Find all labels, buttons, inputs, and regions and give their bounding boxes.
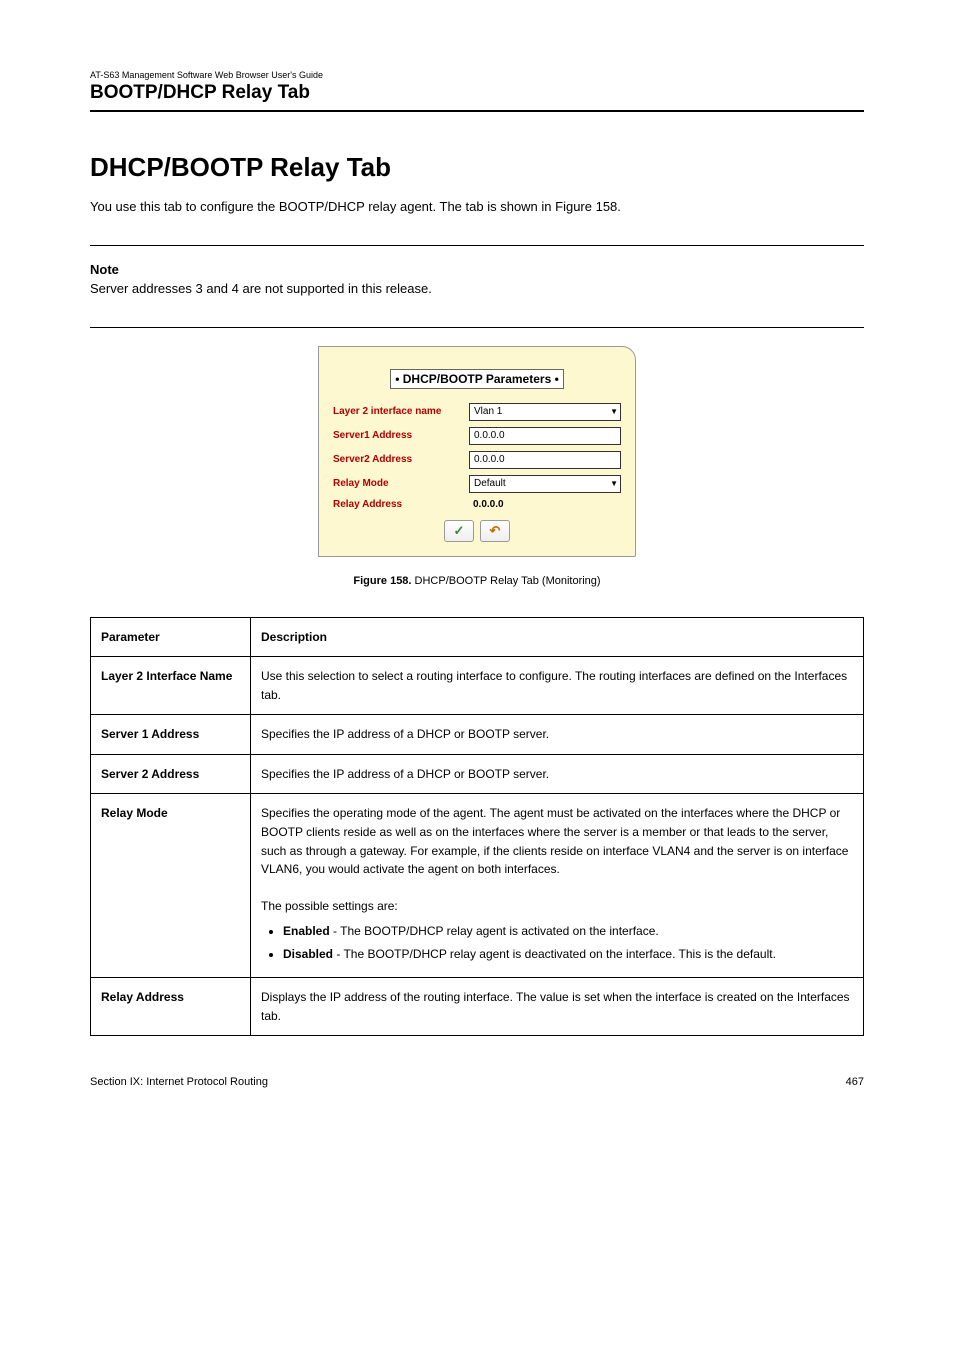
select-value: Vlan 1 bbox=[474, 406, 502, 417]
undo-button[interactable]: ↶ bbox=[480, 520, 510, 542]
button-row: ✓ ↶ bbox=[333, 520, 621, 542]
form-row: Relay Address0.0.0.0 bbox=[333, 499, 621, 510]
form-input[interactable]: 0.0.0.0 bbox=[469, 451, 621, 469]
form-row: Layer 2 interface name Vlan 1 ▼ bbox=[333, 403, 621, 421]
page-footer: Section IX: Internet Protocol Routing 46… bbox=[90, 1076, 864, 1088]
form-label: Relay Mode bbox=[333, 478, 469, 489]
chevron-down-icon: ▼ bbox=[610, 407, 618, 416]
form-input[interactable]: 0.0.0.0 bbox=[469, 427, 621, 445]
footer-right: 467 bbox=[846, 1076, 864, 1088]
ok-button[interactable]: ✓ bbox=[444, 520, 474, 542]
form-row: Relay Mode Default ▼ bbox=[333, 475, 621, 493]
param-cell: Layer 2 Interface Name bbox=[91, 657, 251, 715]
parameter-table: Parameter Description Layer 2 Interface … bbox=[90, 617, 864, 1037]
param-cell: Server 1 Address bbox=[91, 715, 251, 755]
section-heading: DHCP/BOOTP Relay Tab bbox=[90, 152, 864, 183]
form-select[interactable]: Vlan 1 ▼ bbox=[469, 403, 621, 421]
figure-number: Figure 158. bbox=[353, 575, 411, 587]
table-row: Relay AddressDisplays the IP address of … bbox=[91, 978, 864, 1036]
form-label: Server1 Address bbox=[333, 430, 469, 441]
figure-caption-text: DHCP/BOOTP Relay Tab (Monitoring) bbox=[411, 575, 600, 587]
table-row: Server 1 AddressSpecifies the IP address… bbox=[91, 715, 864, 755]
form-label: Layer 2 interface name bbox=[333, 406, 469, 417]
intro-paragraph: You use this tab to configure the BOOTP/… bbox=[90, 197, 864, 217]
list-item: Enabled - The BOOTP/DHCP relay agent is … bbox=[283, 922, 853, 941]
param-cell: Relay Address bbox=[91, 978, 251, 1036]
form-row: Server1 Address0.0.0.0 bbox=[333, 427, 621, 445]
form-rows: Layer 2 interface name Vlan 1 ▼ Server1 Add… bbox=[333, 403, 621, 510]
note-bottom-divider bbox=[90, 327, 864, 328]
context-line: AT-S63 Management Software Web Browser U… bbox=[90, 70, 864, 80]
page-title: BOOTP/DHCP Relay Tab bbox=[90, 82, 864, 104]
list-item: Disabled - The BOOTP/DHCP relay agent is… bbox=[283, 945, 853, 964]
undo-icon: ↶ bbox=[490, 523, 501, 539]
note-text: NoteServer addresses 3 and 4 are not sup… bbox=[90, 260, 864, 299]
table-row: Server 2 AddressSpecifies the IP address… bbox=[91, 754, 864, 794]
header-rule bbox=[90, 110, 864, 112]
dhcp-bootp-widget: • DHCP/BOOTP Parameters • Layer 2 interf… bbox=[318, 346, 636, 557]
desc-cell: Specifies the IP address of a DHCP or BO… bbox=[251, 715, 864, 755]
select-value: Default bbox=[474, 478, 506, 489]
col-header-parameter: Parameter bbox=[91, 617, 251, 657]
form-label: Server2 Address bbox=[333, 454, 469, 465]
table-row: Layer 2 Interface NameUse this selection… bbox=[91, 657, 864, 715]
table-row: Relay ModeSpecifies the operating mode o… bbox=[91, 794, 864, 978]
param-cell: Relay Mode bbox=[91, 794, 251, 978]
static-value: 0.0.0.0 bbox=[469, 499, 621, 510]
note-divider bbox=[90, 245, 864, 246]
chevron-down-icon: ▼ bbox=[610, 479, 618, 488]
figure-caption: Figure 158. DHCP/BOOTP Relay Tab (Monito… bbox=[90, 575, 864, 587]
param-cell: Server 2 Address bbox=[91, 754, 251, 794]
form-label: Relay Address bbox=[333, 499, 469, 510]
desc-cell: Displays the IP address of the routing i… bbox=[251, 978, 864, 1036]
figure-wrap: • DHCP/BOOTP Parameters • Layer 2 interf… bbox=[90, 346, 864, 557]
desc-cell: Specifies the operating mode of the agen… bbox=[251, 794, 864, 978]
form-select[interactable]: Default ▼ bbox=[469, 475, 621, 493]
desc-cell: Specifies the IP address of a DHCP or BO… bbox=[251, 754, 864, 794]
desc-cell: Use this selection to select a routing i… bbox=[251, 657, 864, 715]
form-row: Server2 Address0.0.0.0 bbox=[333, 451, 621, 469]
page-header: AT-S63 Management Software Web Browser U… bbox=[90, 70, 864, 112]
widget-title: • DHCP/BOOTP Parameters • bbox=[390, 369, 564, 389]
footer-left: Section IX: Internet Protocol Routing bbox=[90, 1076, 268, 1088]
widget-title-wrap: • DHCP/BOOTP Parameters • bbox=[333, 369, 621, 389]
col-header-description: Description bbox=[251, 617, 864, 657]
check-icon: ✓ bbox=[454, 523, 465, 539]
page: AT-S63 Management Software Web Browser U… bbox=[0, 0, 954, 1158]
table-body: Layer 2 Interface NameUse this selection… bbox=[91, 657, 864, 1036]
bullet-list: Enabled - The BOOTP/DHCP relay agent is … bbox=[261, 922, 853, 963]
table-header-row: Parameter Description bbox=[91, 617, 864, 657]
